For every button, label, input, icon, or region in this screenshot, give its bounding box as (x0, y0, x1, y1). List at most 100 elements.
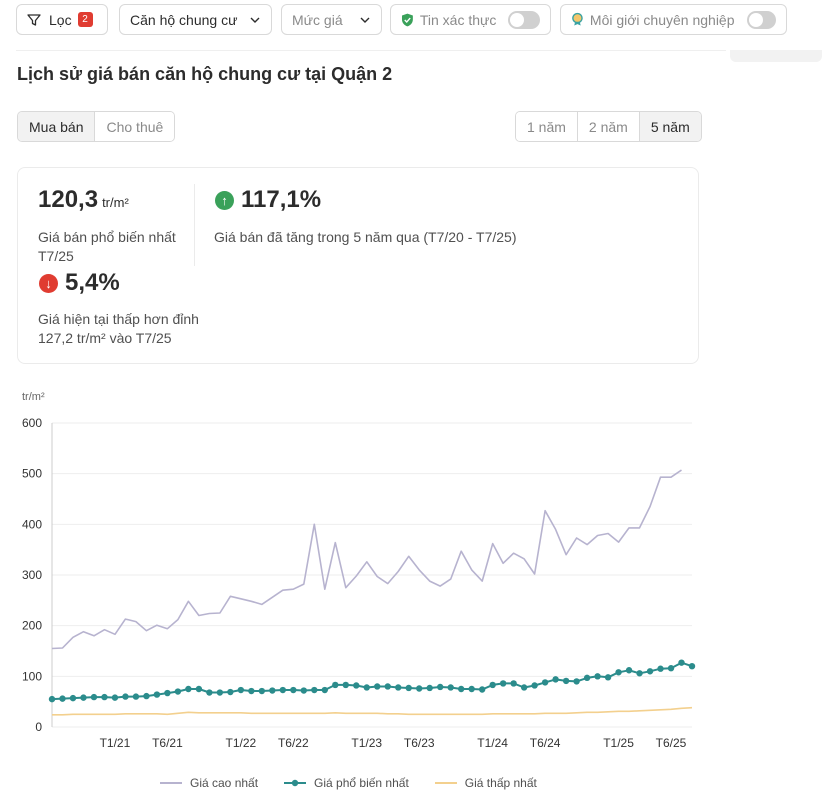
y-tick-label: 600 (22, 416, 42, 430)
data-point-common (332, 681, 339, 689)
common-price-unit: tr/m² (102, 195, 129, 210)
data-point-common (468, 685, 475, 693)
data-point-common (248, 687, 255, 695)
data-point-common (384, 683, 391, 690)
drop-desc: Giá hiện tại thấp hơn đỉnh 127,2 tr/m² v… (38, 311, 199, 346)
y-tick-label: 500 (22, 467, 42, 481)
data-point-common (395, 684, 402, 691)
pro-broker-toggle[interactable]: Môi giới chuyên nghiệp (560, 4, 787, 35)
transaction-type-tabs: Mua bán Cho thuê (17, 111, 176, 142)
filter-icon (27, 13, 41, 26)
chart-legend: Giá cao nhất Giá phổ biến nhất Giá thấp … (160, 776, 537, 790)
x-tick-label: T6/21 (152, 736, 183, 750)
legend-item-common[interactable]: Giá phổ biến nhất (284, 776, 409, 790)
card-divider (194, 184, 195, 266)
y-axis-unit-label: tr/m² (22, 391, 45, 403)
data-point-common (174, 688, 182, 695)
data-point-common (300, 687, 308, 694)
medal-icon (572, 12, 583, 26)
tab-mua-ban[interactable]: Mua bán (18, 112, 95, 141)
rise-block: ↑ 117,1% (215, 186, 321, 214)
common-price-block: 120,3 tr/m² (38, 186, 129, 214)
chevron-down-icon (250, 17, 260, 23)
x-tick-label: T1/25 (603, 736, 634, 750)
data-point-common (237, 686, 245, 694)
data-point-common (436, 683, 444, 691)
drop-block: ↓ 5,4% (39, 269, 120, 297)
data-point-common (216, 689, 224, 696)
price-stats-card: 120,3 tr/m² Giá bán phổ biến nhất T7/25 ↓… (17, 167, 699, 364)
tab-5-nam[interactable]: 5 năm (638, 112, 701, 141)
series-line-low (52, 706, 693, 716)
x-tick-label: T6/23 (404, 736, 435, 750)
data-point-common (374, 683, 381, 690)
tab-1-nam[interactable]: 1 năm (516, 112, 577, 141)
arrow-down-icon: ↓ (39, 273, 58, 293)
data-point-common (48, 695, 56, 703)
data-point-common (111, 694, 119, 701)
data-point-common (636, 670, 643, 677)
data-point-common (426, 684, 433, 692)
y-tick-label: 300 (22, 568, 42, 582)
data-point-common (510, 680, 517, 687)
data-point-common (499, 680, 507, 687)
data-point-common (583, 674, 591, 682)
price-placeholder: Mức giá (292, 11, 343, 28)
property-type-select[interactable]: Căn hộ chung cư (119, 4, 272, 35)
chevron-down-icon (360, 17, 370, 23)
verified-toggle[interactable]: Tin xác thực (390, 4, 551, 35)
data-point-common (573, 678, 580, 685)
legend-item-high[interactable]: Giá cao nhất (160, 776, 258, 790)
data-point-common (552, 676, 559, 683)
price-select[interactable]: Mức giá (281, 4, 382, 35)
tab-2-nam[interactable]: 2 năm (576, 112, 639, 141)
page-title: Lịch sử giá bán căn hộ chung cư tại Quận… (17, 64, 393, 84)
data-point-common (457, 685, 465, 693)
time-range-tabs: 1 năm 2 năm 5 năm (515, 111, 702, 142)
data-point-common (489, 681, 496, 689)
data-point-common (69, 694, 77, 702)
data-point-common (122, 693, 129, 700)
data-point-common (101, 693, 108, 701)
divider (16, 50, 726, 51)
data-point-common (520, 684, 528, 691)
data-point-common (206, 689, 213, 696)
x-tick-label: T1/21 (100, 736, 131, 750)
verified-switch[interactable] (508, 10, 540, 29)
y-tick-label: 100 (22, 669, 42, 683)
series-line-high (51, 469, 682, 650)
x-tick-label: T6/25 (656, 736, 687, 750)
rise-pct: 117,1% (241, 186, 322, 213)
data-point-common (90, 693, 98, 701)
pro-broker-label: Môi giới chuyên nghiệp (589, 11, 735, 28)
legend-label-low: Giá thấp nhất (464, 776, 537, 790)
data-point-common (615, 669, 622, 676)
data-point-common (290, 686, 297, 694)
filter-bar: Lọc 2 Căn hộ chung cư Mức giá Tin xác th… (16, 4, 822, 36)
data-point-common (625, 667, 633, 674)
data-point-common (164, 689, 171, 697)
data-point-common (269, 687, 276, 694)
data-point-common (185, 685, 192, 693)
data-point-common (646, 668, 654, 675)
data-point-common (132, 693, 140, 700)
verified-label: Tin xác thực (419, 11, 497, 28)
data-point-common (258, 687, 266, 695)
data-point-common (562, 677, 570, 685)
data-point-common (541, 679, 549, 686)
rise-desc: Giá bán đã tăng trong 5 năm qua (T7/20 -… (214, 229, 517, 245)
shield-check-icon (401, 13, 413, 26)
pro-broker-switch[interactable] (746, 10, 776, 29)
common-price-value: 120,3 (38, 186, 99, 213)
data-point-common (478, 686, 486, 693)
data-point-common (80, 694, 87, 701)
x-tick-label: T6/24 (530, 736, 561, 750)
data-point-common (405, 684, 412, 692)
property-type-value: Căn hộ chung cư (130, 11, 238, 28)
filter-button[interactable]: Lọc 2 (16, 4, 108, 35)
legend-item-low[interactable]: Giá thấp nhất (434, 776, 537, 790)
tab-cho-thue[interactable]: Cho thuê (94, 112, 175, 141)
y-tick-label: 200 (22, 619, 42, 633)
legend-label-high: Giá cao nhất (190, 776, 259, 790)
y-tick-label: 0 (35, 720, 42, 734)
